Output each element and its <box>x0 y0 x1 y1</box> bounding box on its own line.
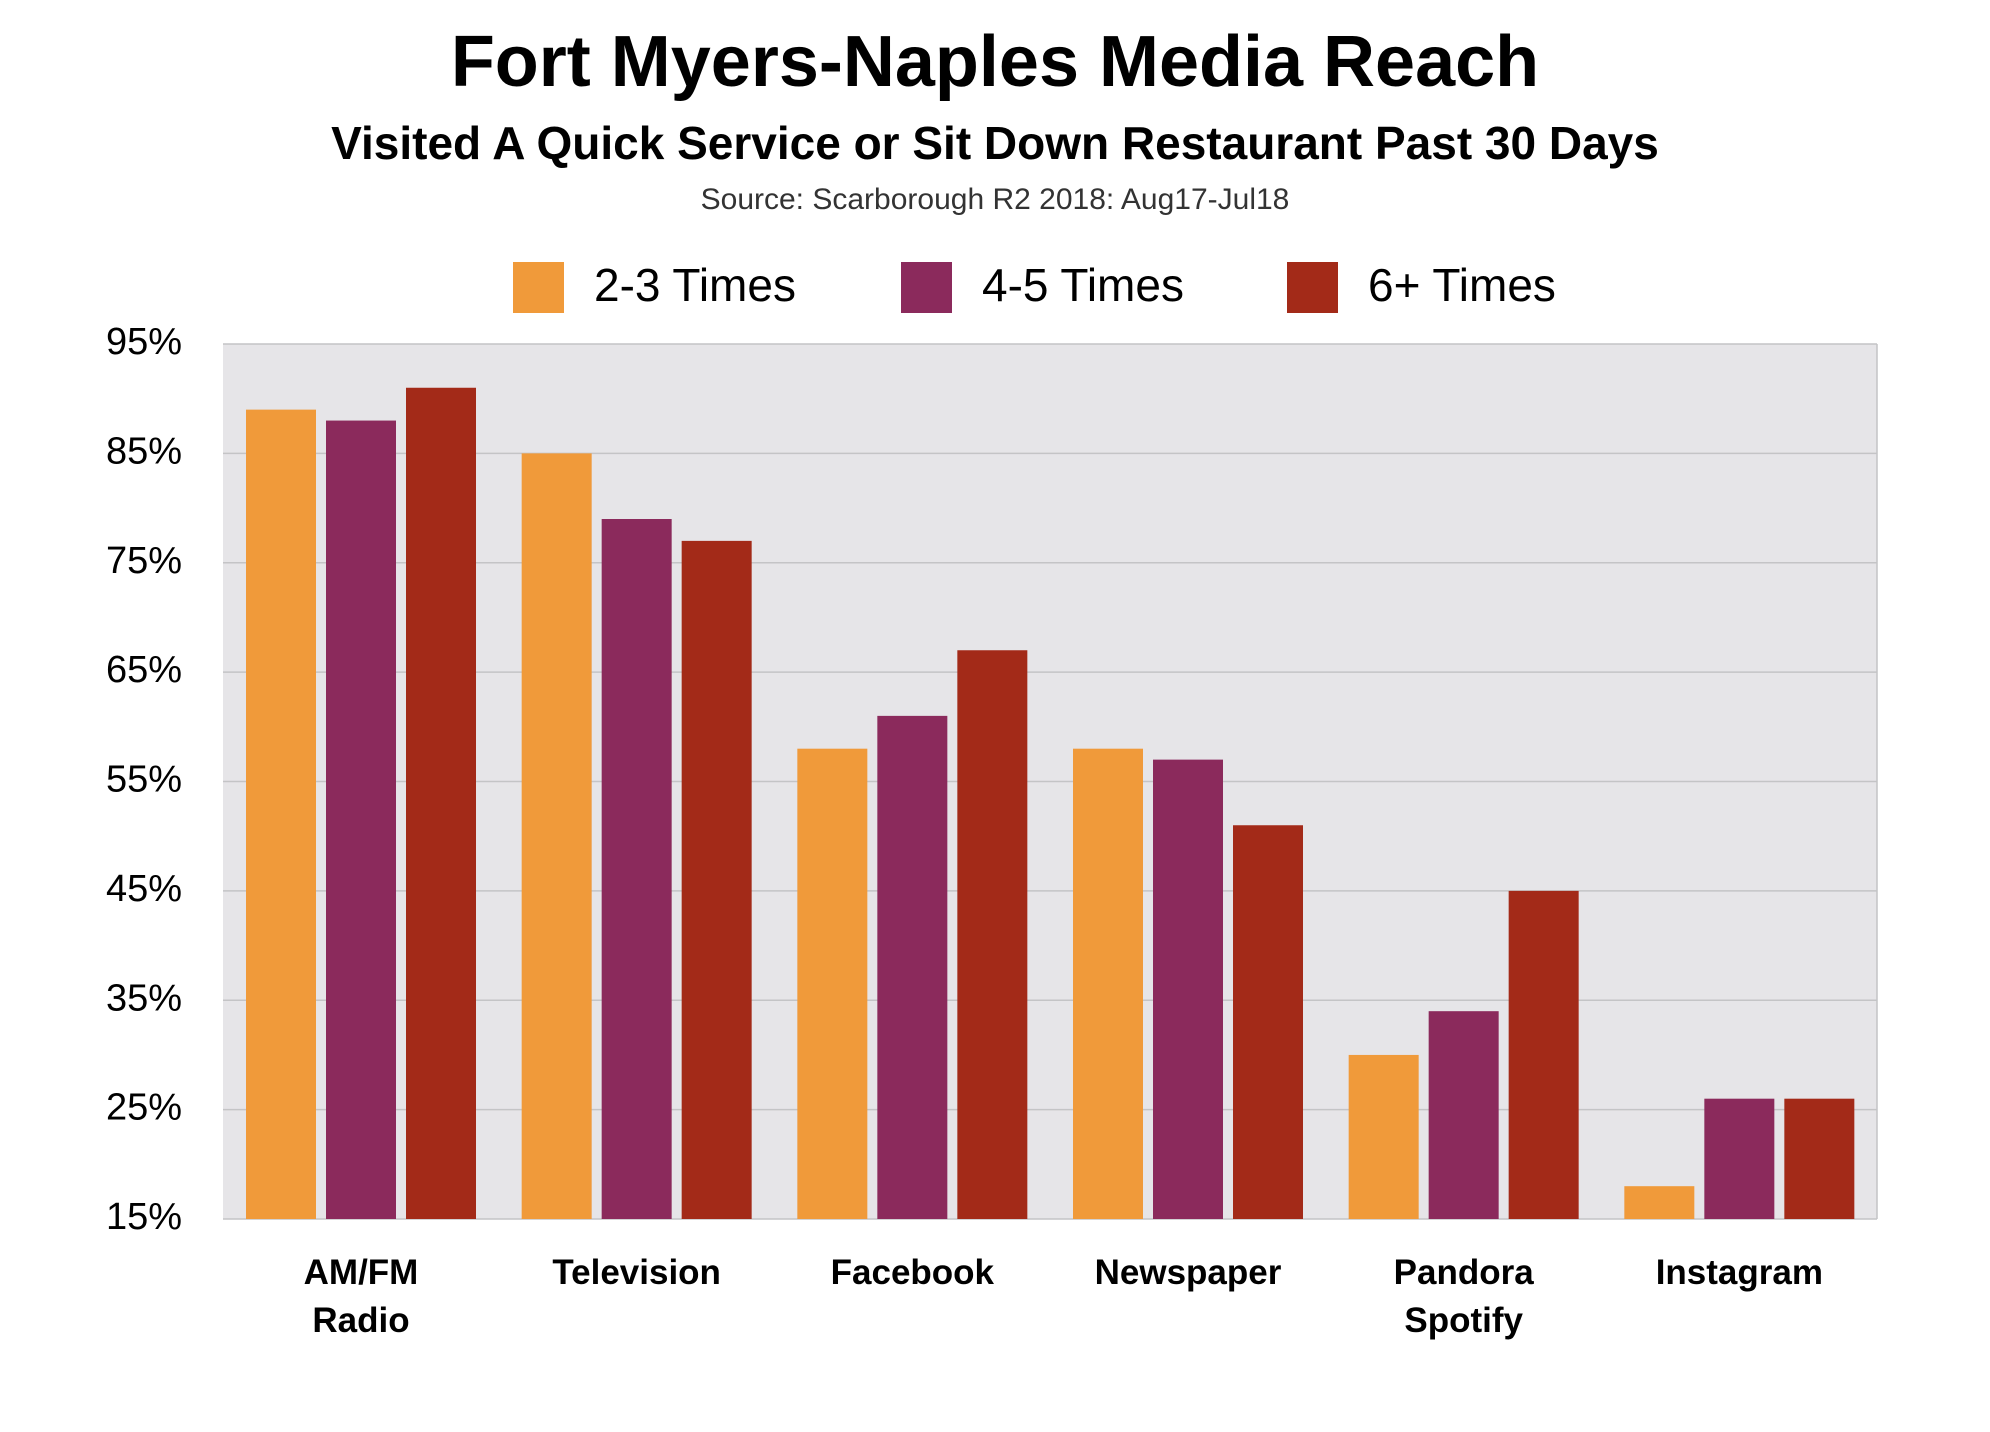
x-tick-label: Facebook <box>830 1253 995 1292</box>
chart-title: Fort Myers-Naples Media Reach <box>451 22 1539 102</box>
x-tick-label: Newspaper <box>1094 1253 1282 1292</box>
x-tick-label: Television <box>552 1253 721 1292</box>
bar <box>1073 748 1143 1219</box>
bar <box>1784 1098 1855 1219</box>
legend-swatch <box>513 262 564 313</box>
legend-swatch <box>901 262 952 313</box>
x-tick-label: AM/FM Radio <box>303 1253 419 1340</box>
bar <box>1348 1054 1419 1219</box>
legend-label: 4-5 Times <box>982 259 1184 311</box>
y-tick-label: 25% <box>106 1087 182 1129</box>
bar <box>797 748 868 1219</box>
y-tick-label: 35% <box>106 977 182 1019</box>
bar <box>957 650 1028 1219</box>
legend-label: 6+ Times <box>1368 259 1556 311</box>
legend-label: 2-3 Times <box>594 259 796 311</box>
bar <box>877 715 948 1219</box>
bar <box>1233 825 1303 1219</box>
bar <box>681 540 752 1219</box>
bar <box>1428 1011 1499 1219</box>
bar <box>1624 1186 1695 1219</box>
y-tick-label: 45% <box>106 868 182 910</box>
chart-subtitle: Visited A Quick Service or Sit Down Rest… <box>331 117 1659 169</box>
y-tick-label: 65% <box>106 649 182 691</box>
bar <box>406 387 476 1219</box>
y-tick-label: 15% <box>106 1196 182 1238</box>
y-tick-label: 75% <box>106 540 182 582</box>
bar <box>1704 1098 1775 1219</box>
bar <box>521 453 592 1219</box>
bar <box>1508 890 1579 1219</box>
y-tick-label: 85% <box>106 430 182 472</box>
y-tick-label: 95% <box>106 321 182 363</box>
chart-source: Source: Scarborough R2 2018: Aug17-Jul18 <box>701 183 1290 216</box>
bar <box>601 519 672 1219</box>
legend-swatch <box>1287 262 1338 313</box>
y-tick-label: 55% <box>106 759 182 801</box>
bar <box>1153 759 1223 1219</box>
bar <box>246 409 316 1219</box>
x-tick-label: Pandora Spotify <box>1393 1253 1534 1340</box>
x-tick-label: Instagram <box>1655 1253 1823 1292</box>
bar <box>326 420 396 1219</box>
